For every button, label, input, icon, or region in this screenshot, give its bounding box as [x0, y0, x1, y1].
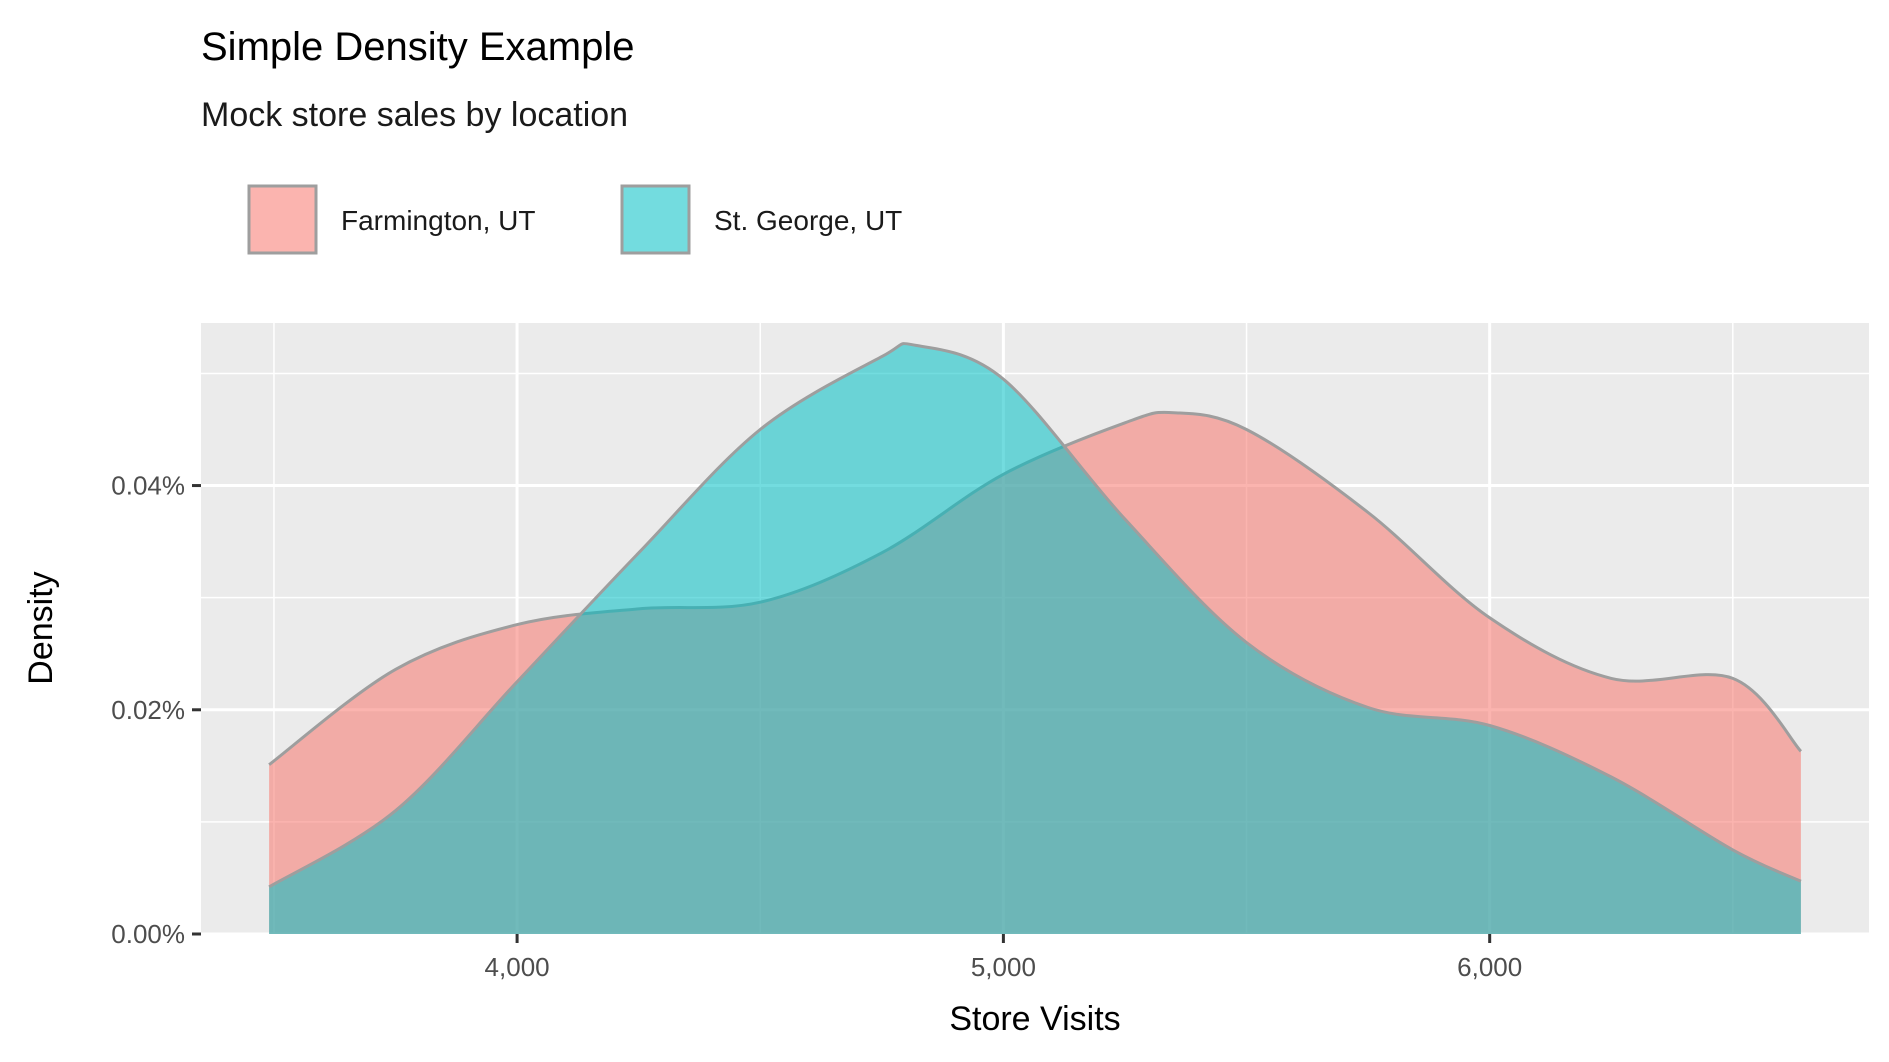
y-axis-title: Density — [22, 571, 60, 684]
x-axis-title: Store Visits — [949, 1000, 1120, 1038]
y-tick-label: 0.02% — [111, 695, 185, 725]
x-tick-label: 5,000 — [971, 952, 1036, 982]
y-tick-label: 0.04% — [111, 471, 185, 501]
legend-key-st-george — [620, 184, 691, 255]
legend-label-farmington: Farmington, UT — [341, 205, 536, 236]
y-tick-label: 0.00% — [111, 919, 185, 949]
x-tick-label: 6,000 — [1457, 952, 1522, 982]
density-areas — [268, 342, 1803, 934]
legend-label-st-george: St. George, UT — [714, 205, 902, 236]
chart-subtitle: Mock store sales by location — [201, 96, 628, 134]
legend: Farmington, UT St. George, UT — [247, 184, 902, 255]
chart-title: Simple Density Example — [201, 25, 635, 69]
legend-key-farmington — [247, 184, 318, 255]
density-outline-farmington-ut — [268, 410, 1803, 766]
density-outline-st-george-ut — [268, 342, 1802, 889]
axes: 4,000 5,000 6,000 0.00% 0.02% 0.04% — [111, 471, 1522, 982]
density-area-st-george-ut — [269, 343, 1801, 934]
x-tick-label: 4,000 — [485, 952, 550, 982]
